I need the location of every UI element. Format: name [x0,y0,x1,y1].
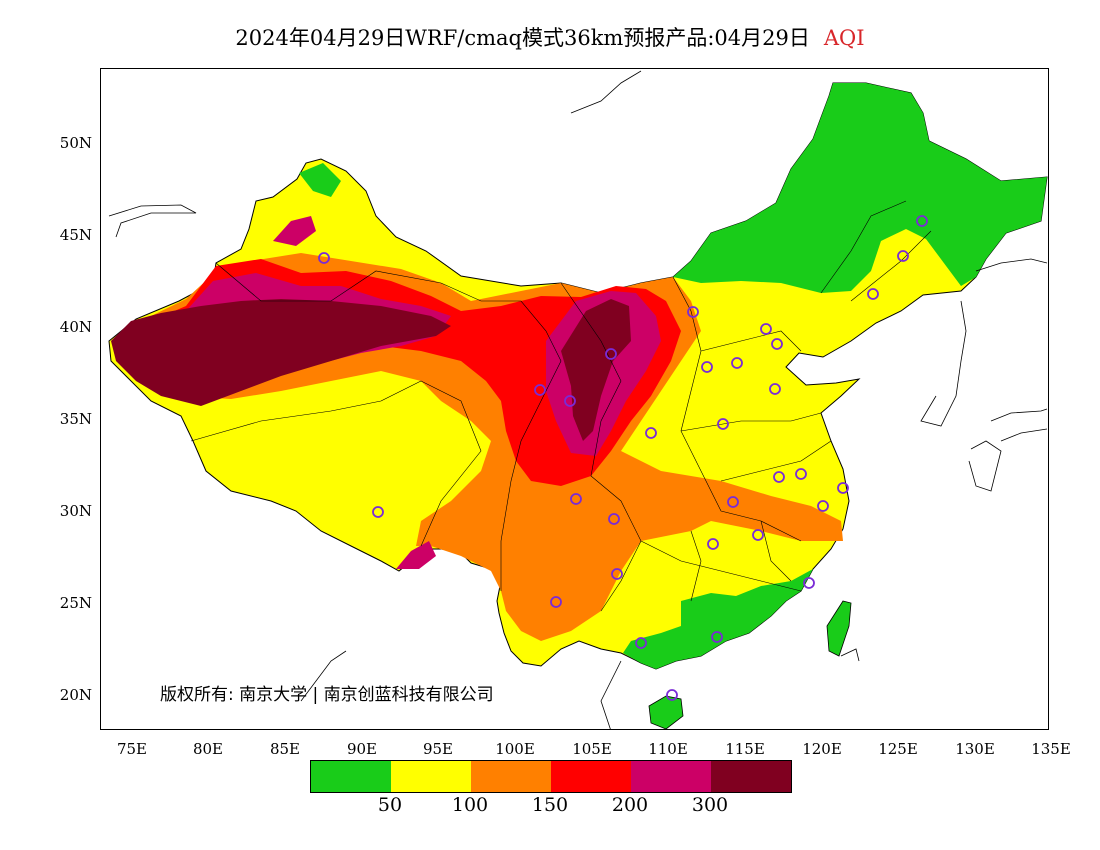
legend-label-100: 100 [451,794,489,816]
lon-label-90e: 90E [346,740,378,758]
station-marker [717,418,729,430]
station-marker [701,361,713,373]
title-variable: AQI [823,26,865,50]
lat-label-35n: 35N [59,410,92,428]
lon-label-75e: 75E [116,740,148,758]
neighbor-coastlines [108,70,1048,729]
lat-label-45n: 45N [59,226,92,244]
lat-label-25n: 25N [59,594,92,612]
station-marker [611,568,623,580]
copyright-text: 版权所有: 南京大学 | 南京创蓝科技有限公司 [160,685,494,705]
station-marker [760,323,772,335]
lat-label-20n: 20N [59,686,92,704]
legend-swatch-unhealthy [551,761,631,792]
station-marker [731,357,743,369]
station-marker [773,471,785,483]
legend-label-300: 300 [691,794,729,816]
monitoring-stations [318,215,928,701]
lon-label-100e: 100E [495,740,535,758]
lon-label-130e: 130E [955,740,995,758]
legend-label-200: 200 [611,794,649,816]
title-text: 2024年04月29日WRF/cmaq模式36km预报产品:04月29日 [235,26,810,50]
station-marker [752,529,764,541]
chart-title: 2024年04月29日WRF/cmaq模式36km预报产品:04月29日 AQI [0,22,1100,52]
station-marker [550,596,562,608]
lon-label-80e: 80E [192,740,224,758]
legend-swatch-sensitive [471,761,551,792]
station-marker [534,384,546,396]
lon-label-115e: 115E [725,740,765,758]
lat-label-30n: 30N [59,502,92,520]
lon-label-135e: 135E [1031,740,1071,758]
station-marker [867,288,879,300]
station-marker [711,631,723,643]
legend-swatch-moderate [391,761,471,792]
legend-swatch-good [311,761,391,792]
southwest-magenta-region [396,541,436,569]
map-frame [100,68,1049,730]
color-legend [310,760,792,793]
station-marker [564,395,576,407]
lon-label-110e: 110E [648,740,688,758]
legend-swatch-very-unhealthy [631,761,711,792]
northwest-green-region [299,163,341,197]
station-marker [687,306,699,318]
lat-label-50n: 50N [59,134,92,152]
station-marker [795,468,807,480]
lat-label-40n: 40N [59,318,92,336]
station-marker [635,637,647,649]
lon-label-125e: 125E [878,740,918,758]
station-marker [727,496,739,508]
station-marker [372,506,384,518]
province-borders [190,200,932,612]
aqi-map [108,70,1048,729]
lon-label-120e: 120E [802,740,842,758]
station-marker [666,689,678,701]
lon-label-95e: 95E [422,740,454,758]
station-marker [608,513,620,525]
northeast-green-region [673,83,1047,293]
station-marker [769,383,781,395]
south-green-region [623,569,813,669]
legend-label-150: 150 [531,794,569,816]
maroon-region [111,299,631,441]
station-marker [707,538,719,550]
legend-swatch-hazardous [711,761,791,792]
station-marker [837,482,849,494]
lon-label-105e: 105E [572,740,612,758]
station-marker [605,348,617,360]
hainan-island [648,695,684,729]
station-marker [916,215,928,227]
station-marker [318,252,330,264]
station-marker [897,250,909,262]
legend-label-50: 50 [377,794,403,816]
station-marker [817,500,829,512]
lon-label-85e: 85E [269,740,301,758]
station-marker [803,577,815,589]
station-marker [570,493,582,505]
xinjiang-magenta-spot [273,216,316,246]
taiwan-island [826,600,852,657]
station-marker [771,338,783,350]
station-marker [645,427,657,439]
